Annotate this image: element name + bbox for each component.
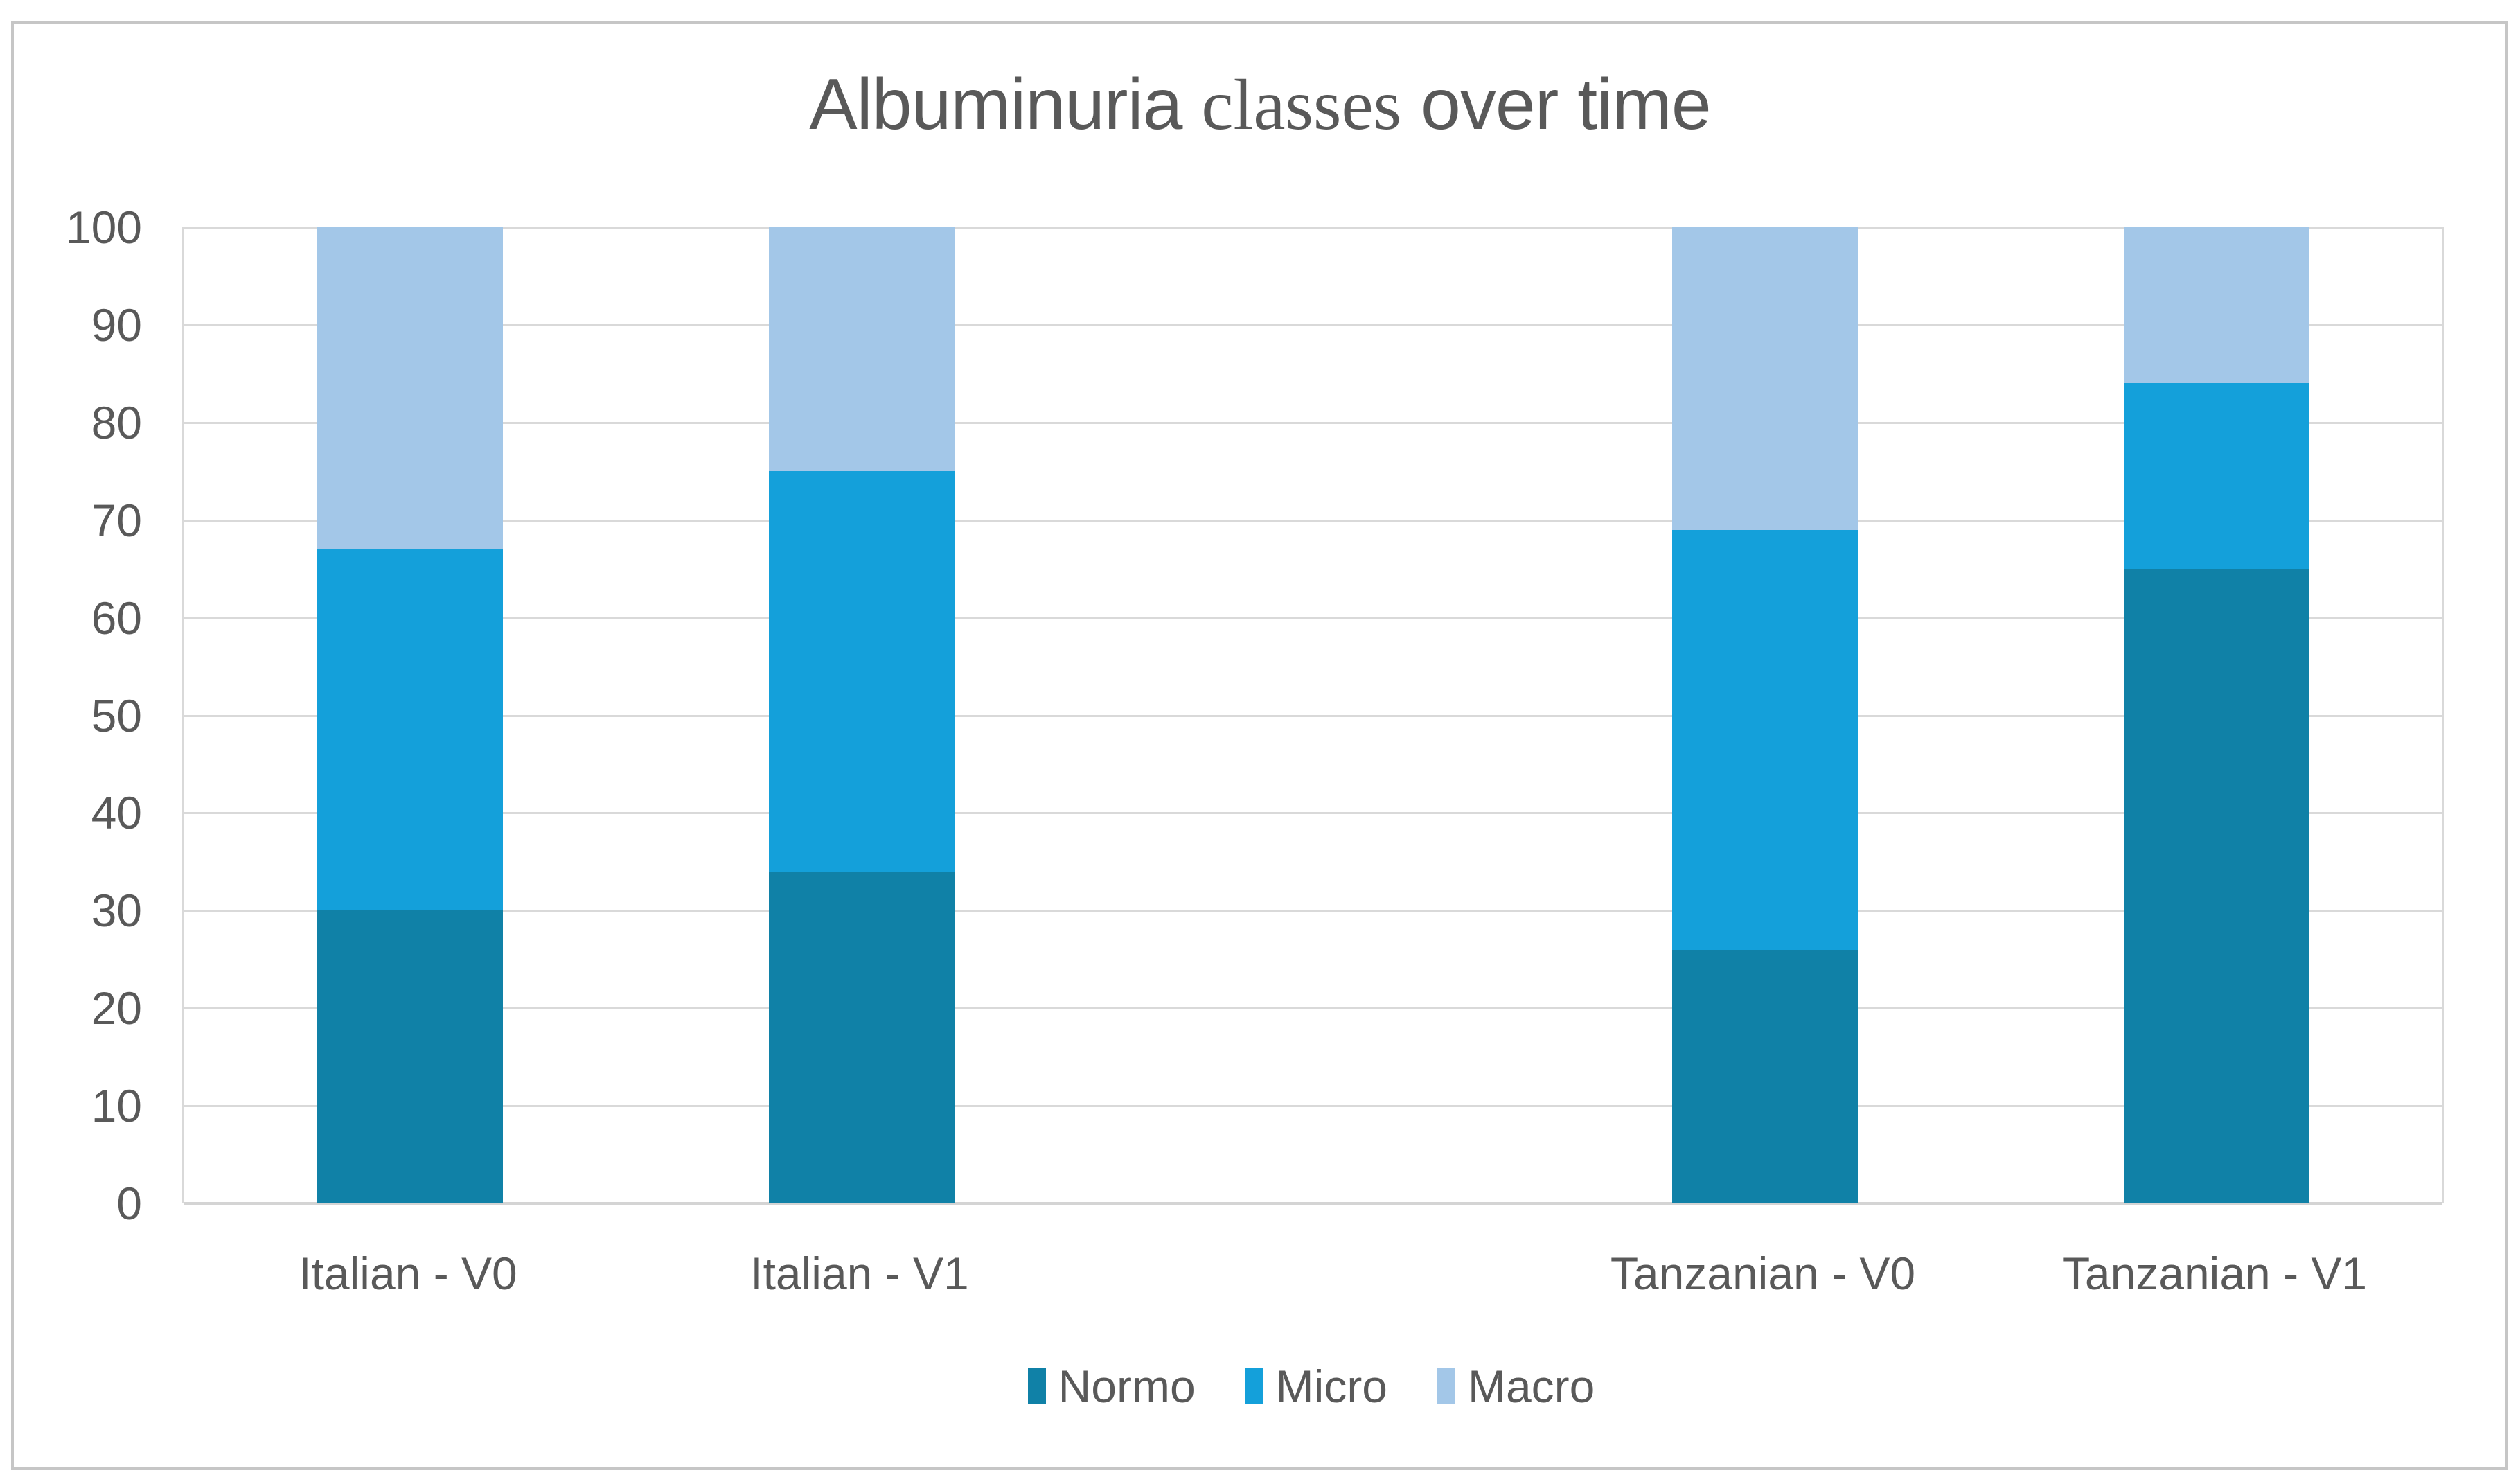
y-tick-label-0: 0 [116, 1178, 142, 1229]
y-tick-label-10: 10 [91, 1080, 142, 1132]
bar-segment-micro-italian-v0 [317, 549, 503, 911]
bar-segment-macro-tanzanian-v1 [2124, 227, 2309, 384]
bar-segment-normo-italian-v1 [769, 871, 955, 1203]
x-tick-label-italian-v0: Italian - V0 [299, 1248, 517, 1299]
legend-item-micro: Micro [1245, 1361, 1387, 1412]
bar-segment-normo-tanzanian-v1 [2124, 569, 2309, 1203]
y-tick-label-90: 90 [91, 299, 142, 351]
bar-segment-normo-italian-v0 [317, 910, 503, 1203]
y-tick-label-70: 70 [91, 494, 142, 546]
x-tick-label-tanzanian-v1: Tanzanian - V1 [2061, 1248, 2368, 1299]
chart-title-part-3: over time [1401, 64, 1712, 145]
legend: Normo Micro Macro [182, 1361, 2440, 1412]
bar-segment-micro-tanzanian-v1 [2124, 383, 2309, 569]
chart-title: Albuminuria classes over time [0, 60, 2520, 150]
gridline-80 [184, 421, 2442, 424]
y-tick-label-50: 50 [91, 689, 142, 741]
legend-swatch-macro [1437, 1368, 1455, 1404]
legend-label-normo: Normo [1058, 1361, 1196, 1412]
legend-swatch-micro [1245, 1368, 1263, 1404]
gridline-40 [184, 812, 2442, 815]
gridline-70 [184, 519, 2442, 522]
gridline-0 [184, 1202, 2442, 1205]
gridline-30 [184, 910, 2442, 912]
legend-item-macro: Macro [1437, 1361, 1595, 1412]
bar-segment-normo-tanzanian-v0 [1672, 949, 1858, 1203]
y-tick-label-20: 20 [91, 982, 142, 1034]
gridline-100 [184, 227, 2442, 229]
gridline-20 [184, 1007, 2442, 1010]
y-tick-label-30: 30 [91, 885, 142, 937]
bar-segment-macro-tanzanian-v0 [1672, 227, 1858, 530]
legend-swatch-normo [1027, 1368, 1046, 1404]
gridline-60 [184, 617, 2442, 619]
plot-area [182, 227, 2444, 1205]
x-tick-label-italian-v1: Italian - V1 [750, 1248, 969, 1299]
bar-segment-micro-italian-v1 [769, 471, 955, 872]
bar-tanzanian-v0 [1672, 227, 1858, 1203]
legend-label-macro: Macro [1468, 1361, 1595, 1412]
y-tick-label-40: 40 [91, 787, 142, 839]
gridline-10 [184, 1105, 2442, 1108]
y-tick-label-80: 80 [91, 396, 142, 448]
bar-italian-v1 [769, 227, 955, 1203]
chart-title-part-2: classes [1201, 65, 1402, 145]
bar-tanzanian-v1 [2124, 227, 2309, 1203]
gridline-50 [184, 714, 2442, 717]
bar-segment-macro-italian-v0 [317, 227, 503, 549]
bar-segment-macro-italian-v1 [769, 227, 955, 472]
y-tick-label-100: 100 [65, 202, 142, 253]
x-tick-label-tanzanian-v0: Tanzanian - V0 [1610, 1248, 1916, 1299]
x-axis-labels: Italian - V0 Italian - V1 Tanzanian - V0 Ta… [182, 1246, 2440, 1308]
legend-item-normo: Normo [1027, 1361, 1196, 1412]
chart-title-part-1: Albuminuria [809, 64, 1202, 145]
bar-segment-micro-tanzanian-v0 [1672, 529, 1858, 950]
legend-label-micro: Micro [1275, 1361, 1387, 1412]
bar-italian-v0 [317, 227, 503, 1203]
y-tick-label-60: 60 [91, 592, 142, 644]
gridline-90 [184, 324, 2442, 326]
